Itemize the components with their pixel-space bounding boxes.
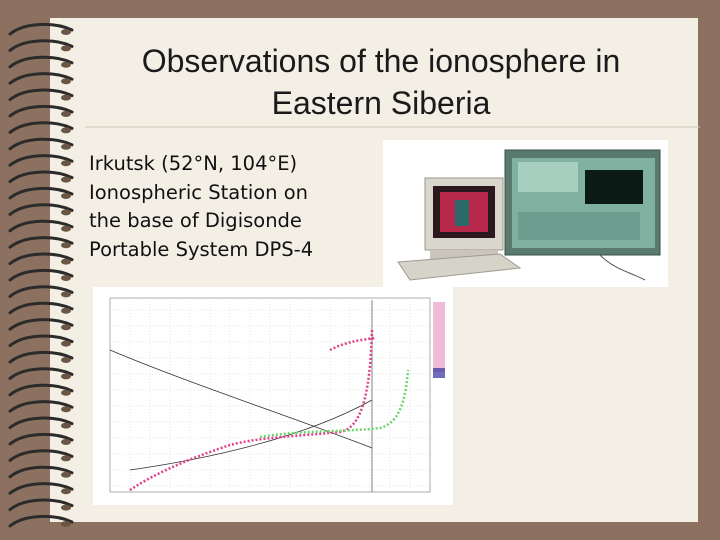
binding-hole <box>61 78 71 85</box>
binding-ring <box>8 55 74 69</box>
binding-hole <box>61 45 71 52</box>
body-line: the base of Digisonde <box>89 209 302 232</box>
binding-hole <box>61 193 71 199</box>
binding-hole <box>61 61 71 68</box>
binding-ring <box>8 400 74 413</box>
binding-hole <box>61 291 71 298</box>
binding-hole <box>61 340 71 347</box>
ionogram <box>93 287 453 505</box>
binding-ring <box>8 39 74 52</box>
binding-hole <box>61 127 71 134</box>
title-line: Observations of the ionosphere in <box>142 43 621 79</box>
binding-hole <box>61 455 71 462</box>
binding-hole <box>61 471 71 478</box>
binding-ring <box>8 203 74 216</box>
binding-hole <box>61 521 71 527</box>
binding-ring <box>8 514 74 528</box>
binding-hole <box>61 143 71 150</box>
equipment-photo <box>383 140 668 287</box>
binding-hole <box>61 357 71 363</box>
binding-hole <box>61 373 71 380</box>
binding-hole <box>61 94 71 101</box>
binding-ring <box>8 350 74 364</box>
binding-ring <box>8 318 74 331</box>
binding-ring <box>8 72 74 85</box>
binding-ring <box>8 88 74 102</box>
binding-ring <box>8 334 74 348</box>
binding-hole <box>61 111 71 117</box>
binding-hole <box>61 488 71 495</box>
binding-ring <box>8 498 74 512</box>
binding <box>8 22 74 528</box>
binding-ring <box>8 383 74 397</box>
binding-ring <box>8 416 74 430</box>
binding-hole <box>61 504 71 511</box>
binding-ring <box>8 252 74 266</box>
body-line: Ionospheric Station on <box>89 181 308 204</box>
binding-hole <box>61 422 71 429</box>
binding-ring <box>8 186 74 200</box>
binding-ring <box>8 104 74 118</box>
binding-hole <box>61 406 71 413</box>
binding-ring <box>8 236 74 249</box>
binding-ring <box>8 482 74 495</box>
binding-ring <box>8 268 74 282</box>
binding-ring <box>8 285 74 298</box>
binding-ring <box>8 367 74 380</box>
binding-ring <box>8 301 74 315</box>
body-line: Irkutsk (52°N, 104°E) <box>89 152 297 175</box>
binding-hole <box>61 242 71 249</box>
binding-hole <box>61 324 71 331</box>
binding-hole <box>61 176 71 183</box>
binding-ring <box>8 219 74 233</box>
binding-hole <box>61 209 71 216</box>
binding-hole <box>61 225 71 232</box>
binding-hole <box>61 439 71 445</box>
binding-ring <box>8 154 74 167</box>
title-line: Eastern Siberia <box>272 85 491 121</box>
binding-ring <box>8 121 74 134</box>
binding-ring <box>8 465 74 479</box>
binding-ring <box>8 22 74 36</box>
binding-hole <box>61 389 71 396</box>
binding-hole <box>61 29 71 35</box>
binding-hole <box>61 160 71 167</box>
binding-ring <box>8 137 74 151</box>
binding-ring <box>8 432 74 446</box>
binding-ring <box>8 449 74 462</box>
body-line: Portable System DPS-4 <box>89 238 313 261</box>
binding-hole <box>61 258 71 265</box>
binding-hole <box>61 275 71 281</box>
binding-hole <box>61 307 71 314</box>
binding-ring <box>8 170 74 184</box>
